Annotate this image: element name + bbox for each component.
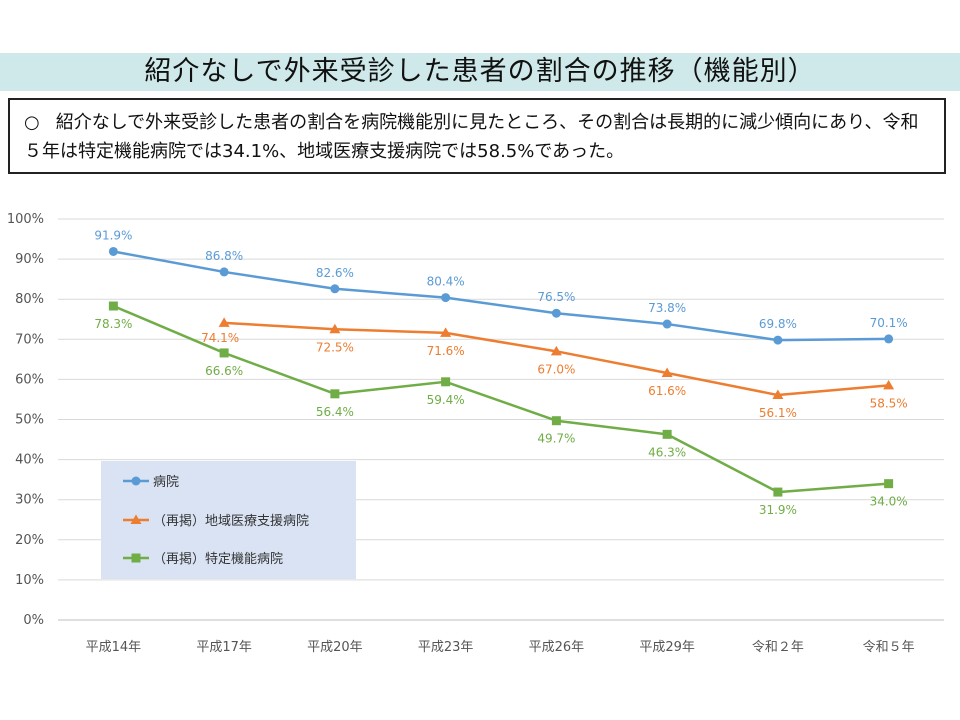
summary-bullet: ○ — [24, 112, 40, 133]
point-marker — [441, 377, 451, 387]
data-label: 72.5% — [316, 340, 354, 354]
data-label: 59.4% — [427, 393, 465, 407]
series — [108, 246, 895, 497]
y-tick-label: 40% — [15, 453, 44, 468]
y-tick-label: 100% — [7, 212, 44, 227]
grid-lines — [58, 218, 944, 621]
point-marker — [773, 335, 783, 345]
point-marker — [219, 348, 229, 358]
point-marker — [219, 267, 229, 277]
data-label: 86.8% — [205, 249, 243, 263]
legend-entry: 病院 — [123, 475, 179, 490]
data-label: 76.5% — [537, 290, 575, 304]
point-marker — [330, 389, 340, 399]
data-label: 78.3% — [94, 317, 132, 331]
data-label: 91.9% — [94, 228, 132, 242]
y-tick-label: 80% — [15, 292, 44, 307]
data-label: 70.1% — [870, 316, 908, 330]
legend-entry: （再掲）地域医療支援病院 — [123, 513, 309, 529]
y-tick-label: 30% — [15, 493, 44, 508]
series-line — [224, 321, 889, 397]
x-tick-label: 平成17年 — [196, 640, 252, 655]
data-label: 61.6% — [648, 384, 686, 398]
data-labels: 91.9% 86.8% 82.6% 80.4% 76.5% 73.8% 69.8% 70.1%… — [94, 228, 907, 517]
series-2 — [108, 301, 894, 497]
legend-label: 病院 — [153, 475, 179, 490]
data-label: 80.4% — [427, 275, 465, 289]
series-line — [112, 304, 889, 494]
point-marker — [884, 334, 894, 344]
point-marker — [550, 345, 562, 356]
x-tick-label: 平成26年 — [529, 640, 585, 655]
point-marker — [441, 293, 451, 303]
y-tick-label: 0% — [23, 613, 44, 628]
y-tick-label: 10% — [15, 573, 44, 588]
data-label: 69.8% — [759, 317, 797, 331]
point-marker — [440, 327, 452, 337]
point-marker — [330, 284, 340, 294]
data-label: 71.6% — [427, 344, 465, 358]
point-marker — [551, 416, 561, 426]
y-tick-label: 70% — [15, 332, 44, 347]
data-label: 46.3% — [648, 445, 686, 459]
point-marker — [883, 379, 895, 390]
x-tick-label: 令和２年 — [752, 640, 804, 655]
point-marker — [218, 317, 230, 327]
legend-label: （再掲）特定機能病院 — [153, 551, 283, 567]
point-marker — [551, 308, 561, 318]
x-tick-label: 平成23年 — [418, 640, 474, 655]
page-title: 紹介なしで外来受診した患者の割合の推移（機能別） — [144, 56, 816, 87]
point-marker — [131, 553, 141, 563]
data-label: 74.1% — [201, 331, 239, 345]
axes: 0% 10% 20% 30% 40% 50% 60% 70% 80% 90% 100% 平成14年 平成… — [7, 212, 915, 655]
y-tick-label: 20% — [15, 533, 44, 548]
series-line — [113, 250, 889, 342]
summary-text: 紹介なしで外来受診した患者の割合を病院機能別に見たところ、その割合は長期的に減少… — [24, 112, 919, 162]
x-tick-label: 平成14年 — [86, 640, 142, 655]
point-marker — [773, 487, 783, 497]
data-label: 31.9% — [759, 503, 797, 517]
x-tick-label: 平成29年 — [639, 640, 695, 655]
data-label: 34.0% — [870, 495, 908, 509]
data-label: 58.5% — [870, 396, 908, 410]
data-label: 56.1% — [759, 406, 797, 420]
data-label: 49.7% — [537, 432, 575, 446]
data-label: 66.6% — [205, 364, 243, 378]
point-marker — [884, 479, 894, 489]
legend: 病院 （再掲）地域医療支援病院 （再掲）特定機能病院 — [123, 475, 309, 567]
data-label: 56.4% — [316, 405, 354, 419]
point-marker — [772, 389, 784, 400]
point-marker — [131, 476, 141, 486]
point-marker — [662, 319, 672, 329]
y-tick-label: 50% — [15, 413, 44, 428]
x-tick-label: 令和５年 — [863, 640, 915, 655]
point-marker — [662, 429, 672, 439]
y-tick-label: 90% — [15, 252, 44, 267]
x-tick-label: 平成20年 — [307, 640, 363, 655]
data-label: 67.0% — [537, 362, 575, 376]
series-1 — [218, 317, 895, 400]
point-marker — [661, 367, 673, 377]
point-marker — [329, 323, 341, 334]
title-band — [0, 53, 960, 91]
point-marker — [130, 514, 142, 524]
point-marker — [108, 246, 118, 256]
legend-entry: （再掲）特定機能病院 — [123, 551, 283, 567]
point-marker — [108, 301, 118, 311]
data-label: 73.8% — [648, 301, 686, 315]
data-label: 82.6% — [316, 266, 354, 280]
legend-label: （再掲）地域医療支援病院 — [153, 513, 309, 529]
series-0 — [108, 246, 894, 345]
summary-box: ○ 紹介なしで外来受診した患者の割合を病院機能別に見たところ、その割合は長期的に減… — [8, 98, 946, 174]
y-tick-label: 60% — [15, 372, 44, 387]
